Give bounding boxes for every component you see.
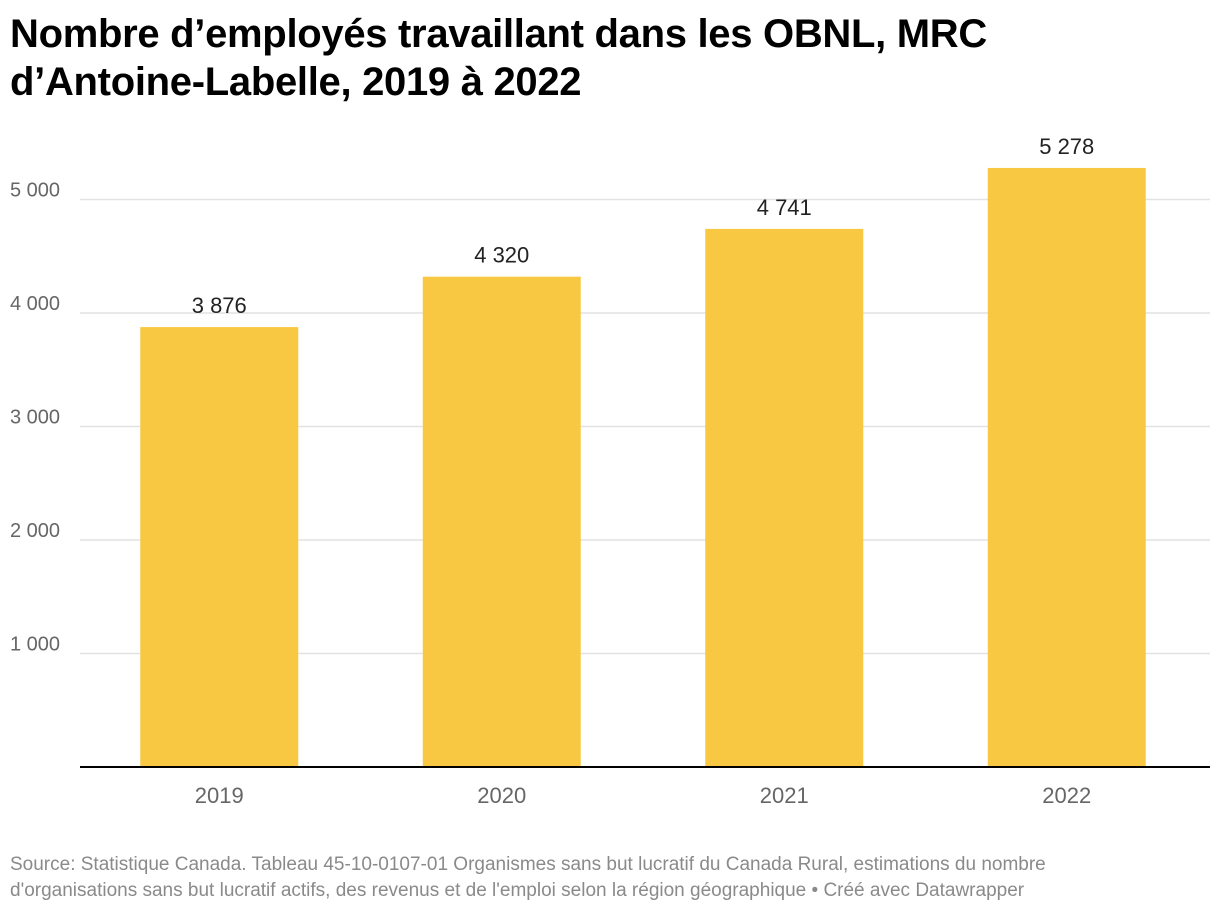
x-tick-label: 2021 [760,783,809,808]
source-line: Source: Statistique Canada. Tableau 45-1… [10,854,1046,875]
bar-value-label: 4 320 [474,243,529,268]
y-axis-ticks: 1 000 2 000 3 000 4 000 5 000 [10,180,60,656]
x-tick-label: 2020 [477,783,526,808]
bar [987,167,1146,767]
bars [140,167,1146,768]
bar-value-label: 3 876 [192,293,247,318]
bar-value-label: 5 278 [1039,134,1094,159]
bar-chart: 1 000 2 000 3 000 4 000 5 000 3 876 4 320 4 74… [10,134,1210,808]
chart-title-line: d’Antoine-Labelle, 2019 à 2022 [10,60,582,104]
bar [705,228,864,768]
source-note: Source: Statistique Canada. Tableau 45-1… [10,852,1210,904]
value-labels: 3 876 4 320 4 741 5 278 [192,134,1095,318]
y-tick-label: 5 000 [10,180,60,202]
bar [422,276,581,767]
x-tick-label: 2022 [1042,783,1091,808]
bar [140,327,299,767]
y-tick-label: 4 000 [10,293,60,315]
y-tick-label: 2 000 [10,520,60,542]
x-tick-label: 2019 [195,783,244,808]
chart-title-line: Nombre d’employés travaillant dans les O… [10,12,987,56]
bar-value-label: 4 741 [757,195,812,220]
chart-title: Nombre d’employés travaillant dans les O… [10,10,1190,106]
y-tick-label: 1 000 [10,634,60,656]
x-axis-ticks: 2019 2020 2021 2022 [195,783,1091,808]
y-tick-label: 3 000 [10,407,60,429]
source-line: d'organisations sans but lucratif actifs… [10,880,1025,901]
